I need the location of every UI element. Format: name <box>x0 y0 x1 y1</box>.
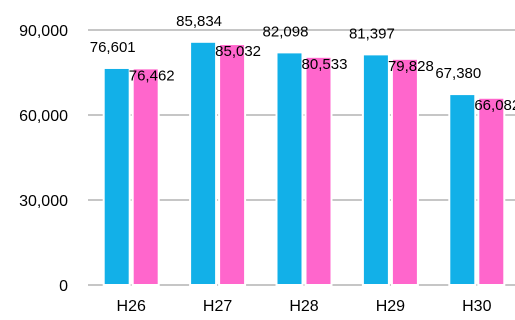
bar <box>218 43 247 286</box>
bar <box>275 51 304 286</box>
data-label: 76,462 <box>129 67 175 84</box>
bar <box>304 55 333 286</box>
data-label: 80,533 <box>302 56 348 73</box>
category-label: H27 <box>203 298 232 315</box>
y-tick-label: 60,000 <box>19 108 68 125</box>
y-tick-label: 0 <box>59 278 68 295</box>
category-label: H26 <box>117 298 146 315</box>
category-label: H30 <box>462 298 491 315</box>
y-tick-label: 90,000 <box>19 23 68 40</box>
data-label: 85,834 <box>176 13 222 30</box>
bar <box>189 40 218 286</box>
bar <box>131 67 160 286</box>
category-label: H28 <box>289 298 318 315</box>
data-label: 82,098 <box>263 23 309 40</box>
data-label: 66,082 <box>474 97 515 114</box>
data-label: 81,397 <box>349 25 395 42</box>
ticks-layer: 0 30,000 60,000 90,000 <box>19 23 68 295</box>
data-label: 67,380 <box>435 65 481 82</box>
category-labels-layer: H26 H27 H28 H29 H30 <box>117 298 492 315</box>
data-label: 76,601 <box>90 39 136 56</box>
bar <box>477 96 506 286</box>
bar <box>102 66 131 286</box>
data-label: 85,032 <box>215 43 261 60</box>
bar <box>390 57 419 287</box>
y-tick-label: 30,000 <box>19 193 68 210</box>
bars-layer <box>102 40 506 287</box>
data-label: 79,828 <box>388 58 434 75</box>
bar <box>361 53 390 286</box>
category-label: H29 <box>376 298 405 315</box>
bar <box>448 93 477 286</box>
